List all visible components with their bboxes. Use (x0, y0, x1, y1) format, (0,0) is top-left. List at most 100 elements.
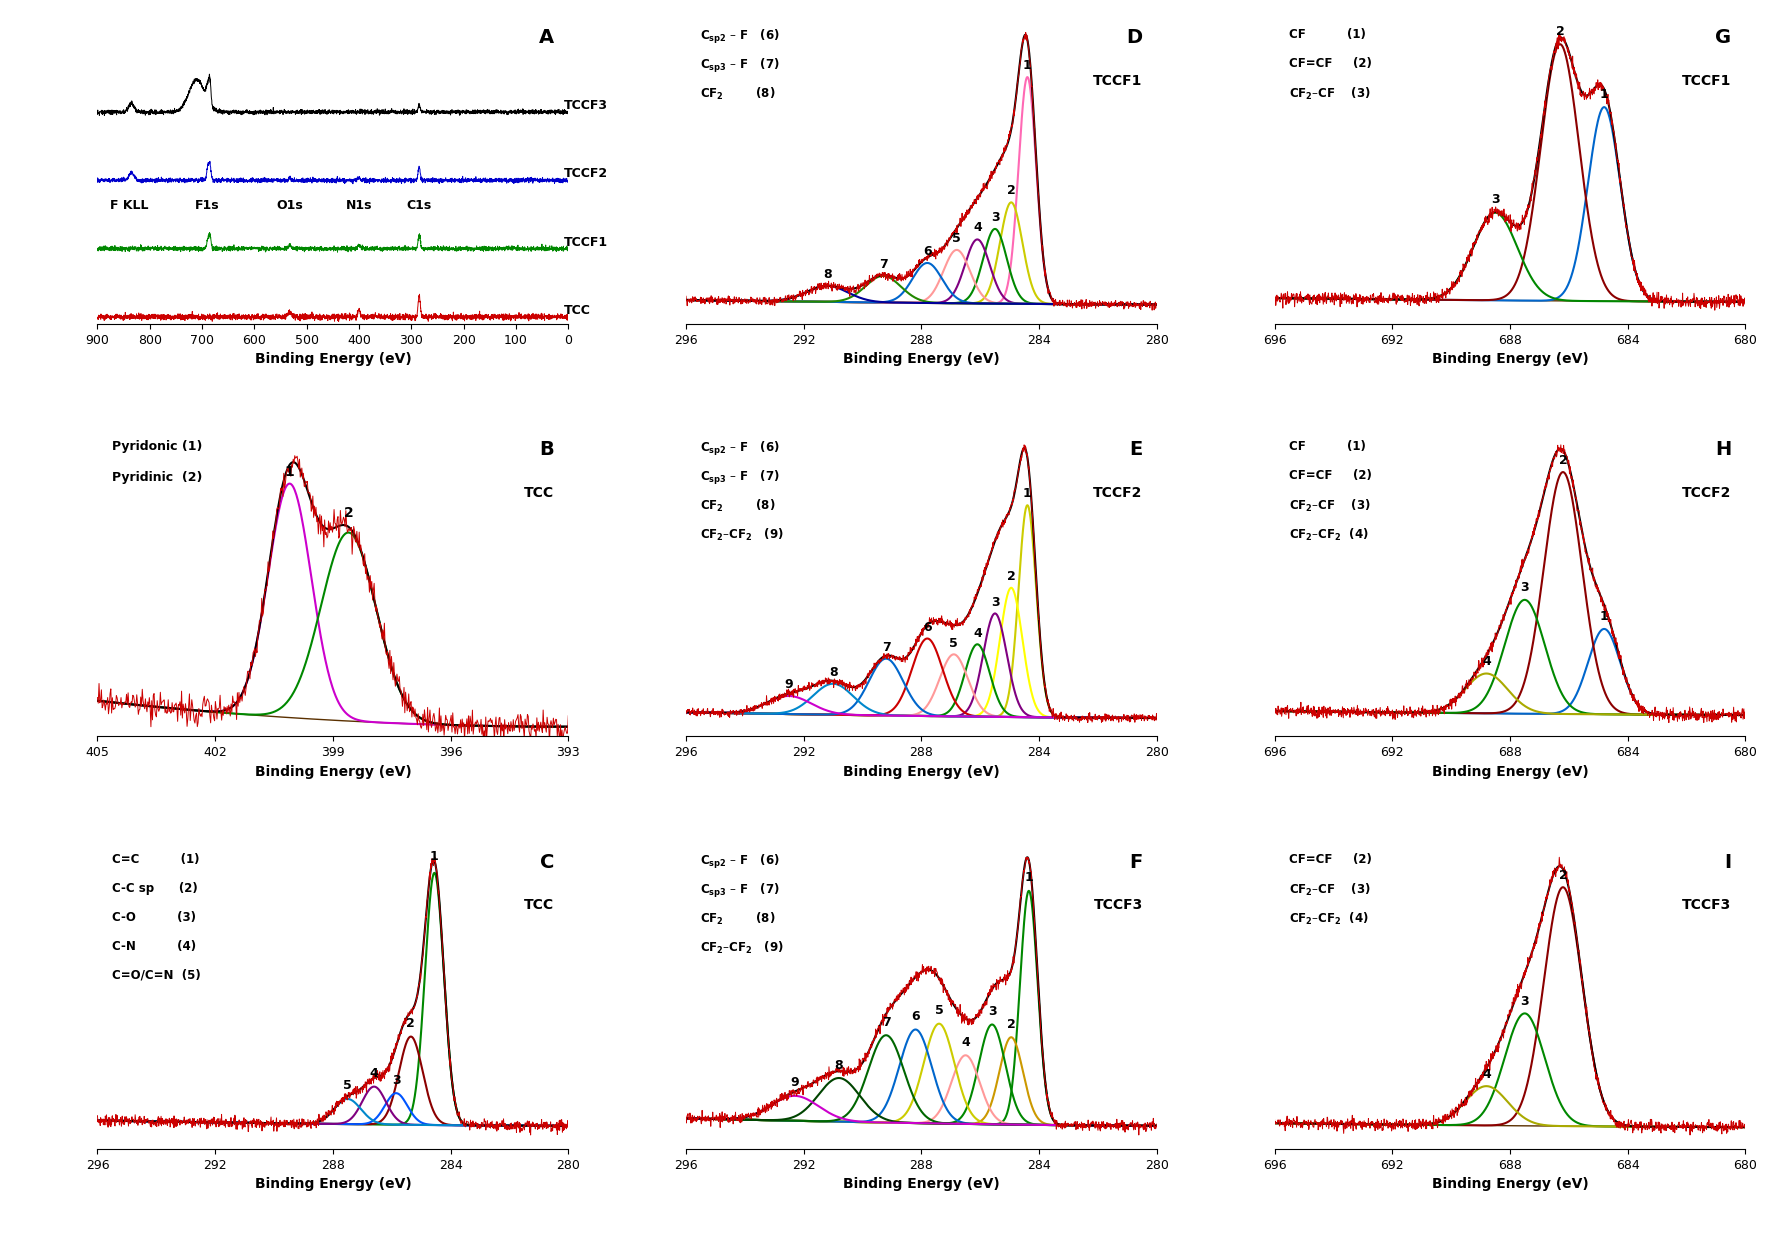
X-axis label: Binding Energy (eV): Binding Energy (eV) (255, 353, 411, 366)
Text: 2: 2 (1556, 25, 1565, 38)
Text: C=O/C=N  (5): C=O/C=N (5) (112, 968, 200, 982)
Text: 1: 1 (1600, 610, 1609, 624)
Text: 4: 4 (960, 1036, 969, 1049)
X-axis label: Binding Energy (eV): Binding Energy (eV) (843, 353, 999, 366)
X-axis label: Binding Energy (eV): Binding Energy (eV) (1432, 1177, 1588, 1191)
Text: B: B (539, 441, 555, 459)
Text: $\mathbf{CF_2}$–$\mathbf{CF_2}$  (4): $\mathbf{CF_2}$–$\mathbf{CF_2}$ (4) (1288, 911, 1368, 927)
Text: 1: 1 (1022, 488, 1031, 500)
Text: Pyridinic  (2): Pyridinic (2) (112, 470, 202, 484)
Text: 3: 3 (991, 595, 999, 609)
Text: CF=CF     (2): CF=CF (2) (1288, 469, 1372, 482)
Text: 5: 5 (934, 1004, 943, 1018)
X-axis label: Binding Energy (eV): Binding Energy (eV) (843, 1177, 999, 1191)
Text: CF=CF     (2): CF=CF (2) (1288, 57, 1372, 69)
Text: 1: 1 (1024, 872, 1033, 884)
Text: C-N          (4): C-N (4) (112, 940, 195, 952)
Text: 2: 2 (1006, 184, 1015, 197)
Text: 1: 1 (1600, 88, 1609, 100)
Text: $\mathbf{C_{sp3}}$ – F   (7): $\mathbf{C_{sp3}}$ – F (7) (700, 881, 780, 900)
X-axis label: Binding Energy (eV): Binding Energy (eV) (843, 765, 999, 779)
Text: 3: 3 (1520, 582, 1529, 594)
Text: 7: 7 (879, 258, 888, 271)
Text: 5: 5 (950, 636, 959, 650)
Text: 3: 3 (1520, 995, 1529, 1008)
Text: $\mathbf{CF_2}$–CF    (3): $\mathbf{CF_2}$–CF (3) (1288, 498, 1370, 514)
X-axis label: Binding Energy (eV): Binding Energy (eV) (255, 1177, 411, 1191)
Text: TCC: TCC (525, 899, 555, 912)
Text: CF=CF     (2): CF=CF (2) (1288, 853, 1372, 865)
Text: E: E (1129, 441, 1143, 459)
Text: TCCF3: TCCF3 (1682, 899, 1731, 912)
Text: 8: 8 (822, 267, 831, 281)
Text: TCC: TCC (525, 487, 555, 500)
Text: 2: 2 (1559, 453, 1568, 467)
Text: TCCF1: TCCF1 (1682, 73, 1731, 88)
Text: 5: 5 (344, 1080, 353, 1092)
Text: 6: 6 (923, 245, 932, 258)
Text: $\mathbf{CF_2}$–CF    (3): $\mathbf{CF_2}$–CF (3) (1288, 881, 1370, 898)
Text: 4: 4 (973, 222, 982, 234)
Text: A: A (539, 27, 555, 47)
Text: 6: 6 (911, 1010, 920, 1023)
Text: G: G (1715, 27, 1731, 47)
Text: I: I (1724, 853, 1731, 872)
Text: 8: 8 (829, 666, 838, 678)
Text: C1s: C1s (406, 199, 432, 212)
Text: 3: 3 (1490, 193, 1499, 207)
Text: $\mathbf{CF_2}$–$\mathbf{CF_2}$  (4): $\mathbf{CF_2}$–$\mathbf{CF_2}$ (4) (1288, 527, 1368, 543)
Text: 7: 7 (882, 641, 891, 654)
Text: $\mathbf{C_{sp2}}$ – F   (6): $\mathbf{C_{sp2}}$ – F (6) (700, 441, 780, 458)
Text: $\mathbf{CF_2}$        (8): $\mathbf{CF_2}$ (8) (700, 911, 776, 927)
Text: 1: 1 (1022, 59, 1031, 72)
Text: $\mathbf{CF_2}$–$\mathbf{CF_2}$   (9): $\mathbf{CF_2}$–$\mathbf{CF_2}$ (9) (700, 527, 783, 543)
Text: 1: 1 (285, 465, 294, 479)
Text: 4: 4 (370, 1067, 379, 1081)
Text: 6: 6 (923, 620, 932, 634)
Text: C: C (540, 853, 555, 872)
Text: TCCF2: TCCF2 (1093, 487, 1143, 500)
Text: 2: 2 (406, 1018, 415, 1030)
Text: 2: 2 (1006, 1018, 1015, 1031)
Text: C-C sp      (2): C-C sp (2) (112, 881, 197, 895)
Text: 3: 3 (987, 1005, 996, 1018)
Text: 3: 3 (991, 210, 999, 224)
Text: $\mathbf{CF_2}$–$\mathbf{CF_2}$   (9): $\mathbf{CF_2}$–$\mathbf{CF_2}$ (9) (700, 940, 783, 956)
Text: 4: 4 (1481, 1067, 1490, 1081)
Text: D: D (1127, 27, 1143, 47)
Text: 7: 7 (882, 1016, 891, 1029)
Text: 4: 4 (1481, 655, 1490, 669)
X-axis label: Binding Energy (eV): Binding Energy (eV) (1432, 765, 1588, 779)
Text: CF          (1): CF (1) (1288, 27, 1366, 41)
Text: H: H (1715, 441, 1731, 459)
Text: 1: 1 (431, 851, 439, 863)
Text: C=C          (1): C=C (1) (112, 853, 198, 865)
Text: $\mathbf{CF_2}$        (8): $\mathbf{CF_2}$ (8) (700, 498, 776, 514)
Text: TCCF1: TCCF1 (563, 235, 608, 249)
Text: 5: 5 (952, 232, 960, 245)
X-axis label: Binding Energy (eV): Binding Energy (eV) (255, 765, 411, 779)
Text: 4: 4 (973, 626, 982, 640)
Text: CF          (1): CF (1) (1288, 441, 1366, 453)
Text: F KLL: F KLL (110, 199, 149, 212)
X-axis label: Binding Energy (eV): Binding Energy (eV) (1432, 353, 1588, 366)
Text: TCCF2: TCCF2 (1682, 487, 1731, 500)
Text: N1s: N1s (346, 199, 372, 212)
Text: 2: 2 (1559, 869, 1568, 881)
Text: F: F (1129, 853, 1143, 872)
Text: 9: 9 (785, 678, 794, 691)
Text: TCCF3: TCCF3 (563, 99, 608, 113)
Text: $\mathbf{C_{sp2}}$ – F   (6): $\mathbf{C_{sp2}}$ – F (6) (700, 27, 780, 46)
Text: 2: 2 (1006, 569, 1015, 583)
Text: $\mathbf{C_{sp2}}$ – F   (6): $\mathbf{C_{sp2}}$ – F (6) (700, 853, 780, 870)
Text: TCCF1: TCCF1 (1093, 73, 1143, 88)
Text: $\mathbf{C_{sp3}}$ – F   (7): $\mathbf{C_{sp3}}$ – F (7) (700, 469, 780, 488)
Text: 8: 8 (835, 1058, 843, 1072)
Text: TCCF3: TCCF3 (1093, 899, 1143, 912)
Text: F1s: F1s (195, 199, 220, 212)
Text: $\mathbf{CF_2}$        (8): $\mathbf{CF_2}$ (8) (700, 85, 776, 102)
Text: 9: 9 (790, 1077, 799, 1089)
Text: TCC: TCC (563, 305, 592, 317)
Text: 2: 2 (344, 506, 353, 520)
Text: $\mathbf{CF_2}$–CF    (3): $\mathbf{CF_2}$–CF (3) (1288, 85, 1370, 102)
